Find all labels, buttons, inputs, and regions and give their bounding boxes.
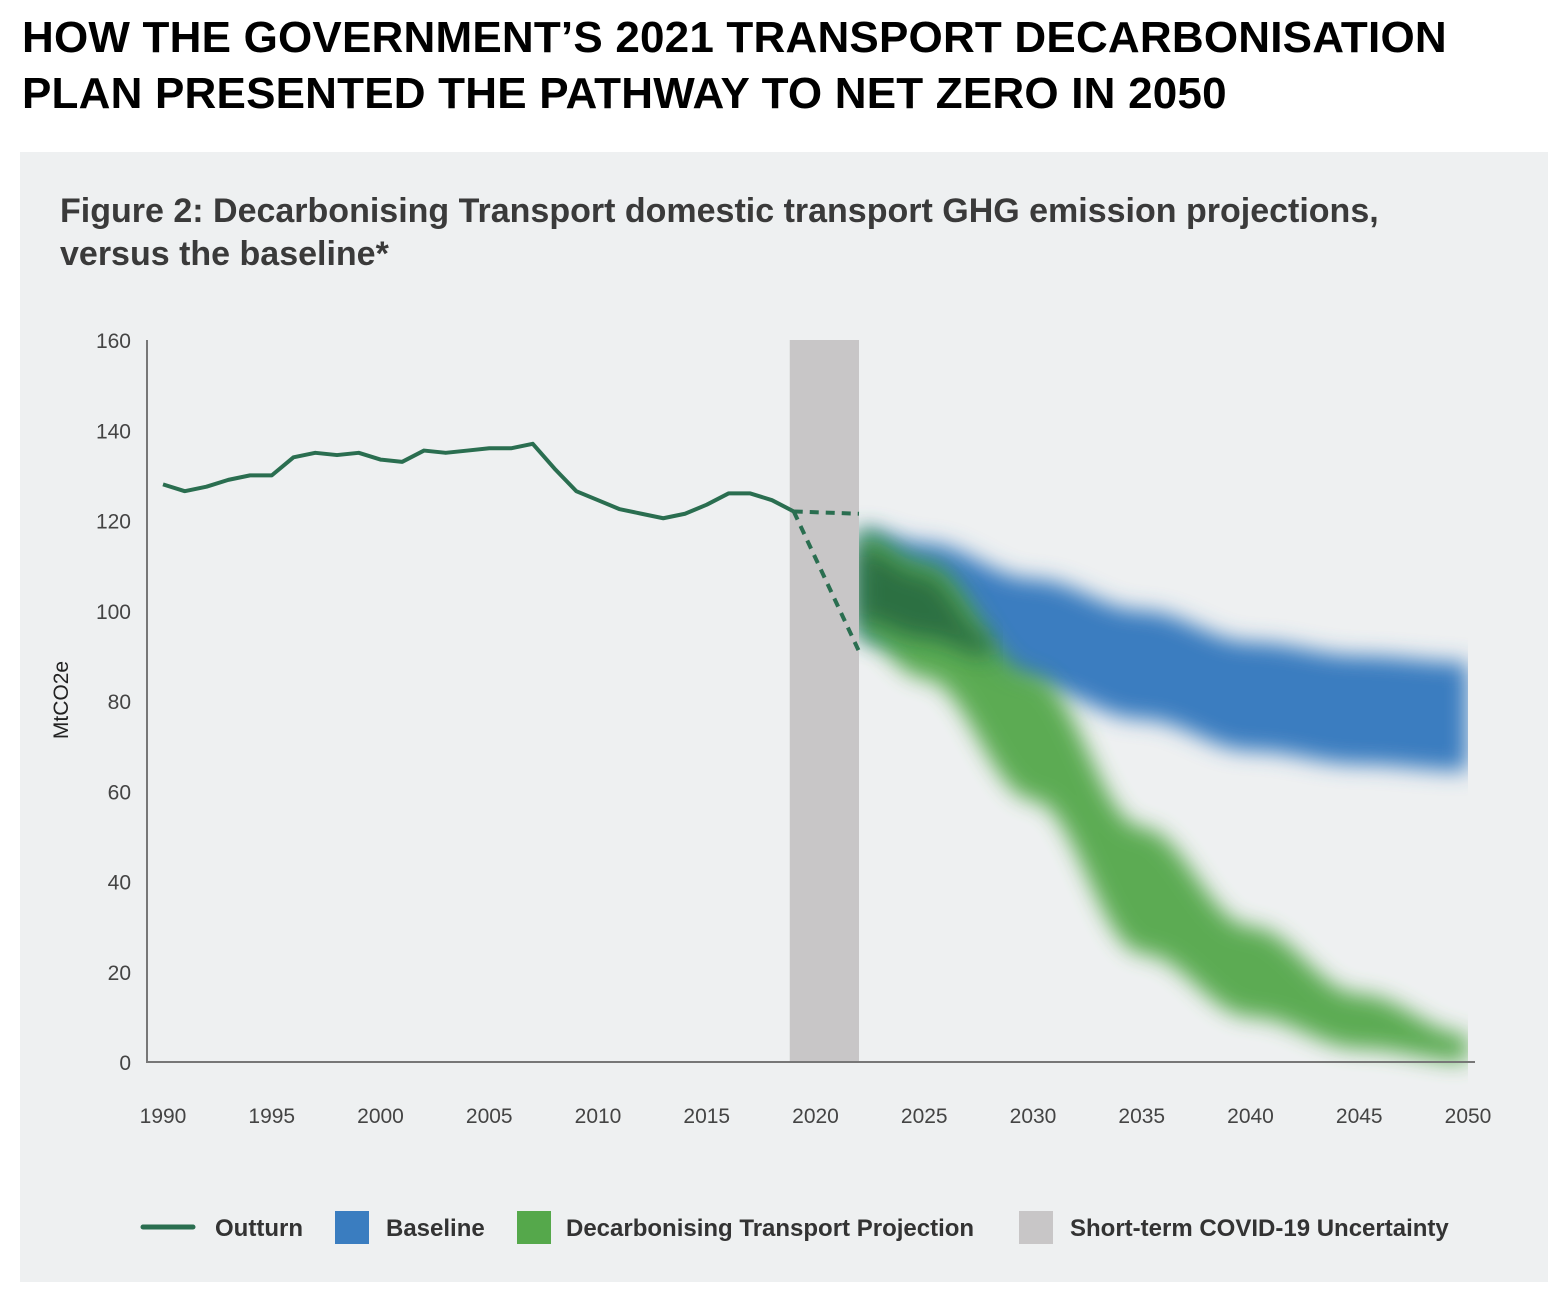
y-tick-label: 140	[96, 420, 131, 443]
x-tick-label: 2030	[1010, 1105, 1057, 1128]
outturn-line	[162, 441, 795, 521]
legend-baseline-swatch	[335, 1211, 369, 1244]
x-tick-label: 2035	[1118, 1105, 1165, 1128]
outturn-dashed-line	[791, 510, 861, 653]
headline: HOW THE GOVERNMENT’S 2021 TRANSPORT DECA…	[22, 13, 1447, 118]
x-tick-label: 2025	[901, 1105, 948, 1128]
x-tick-label: 1990	[140, 1105, 187, 1128]
x-tick-label: 2000	[357, 1105, 404, 1128]
y-axis-label: MtCO2e	[50, 660, 73, 740]
y-tick-label: 60	[108, 781, 131, 804]
y-tick-label: 160	[96, 330, 131, 353]
legend-covid-swatch	[1019, 1211, 1053, 1244]
y-tick-label: 40	[108, 872, 131, 895]
x-tick-label: 2050	[1445, 1105, 1492, 1128]
legend-baseline-label: Baseline	[386, 1215, 485, 1242]
x-tick-label: 2045	[1336, 1105, 1383, 1128]
y-tick-label: 80	[108, 691, 131, 714]
x-tick-label: 2040	[1227, 1105, 1274, 1128]
chart-title: Figure 2: Decarbonising Transport domest…	[60, 192, 1379, 273]
x-tick-label: 2005	[466, 1105, 513, 1128]
y-tick-label: 100	[96, 601, 131, 624]
x-tick-label: 2015	[683, 1105, 730, 1128]
legend-outturn-label: Outturn	[215, 1215, 303, 1242]
legend-decarbonising-swatch	[517, 1211, 551, 1244]
legend-decarbonising-label: Decarbonising Transport Projection	[566, 1215, 974, 1242]
legend-covid-label: Short-term COVID-19 Uncertainty	[1070, 1215, 1449, 1242]
y-tick-label: 20	[108, 962, 131, 985]
covid-uncertainty-band	[789, 340, 859, 1062]
outturn-dashed-line	[793, 509, 860, 516]
baseline-band	[859, 529, 1468, 771]
overlap-band	[859, 547, 990, 656]
y-tick-label: 0	[119, 1052, 131, 1075]
x-tick-label: 2010	[575, 1105, 622, 1128]
x-tick-label: 2020	[792, 1105, 839, 1128]
x-tick-label: 1995	[248, 1105, 295, 1128]
y-tick-label: 120	[96, 511, 131, 534]
